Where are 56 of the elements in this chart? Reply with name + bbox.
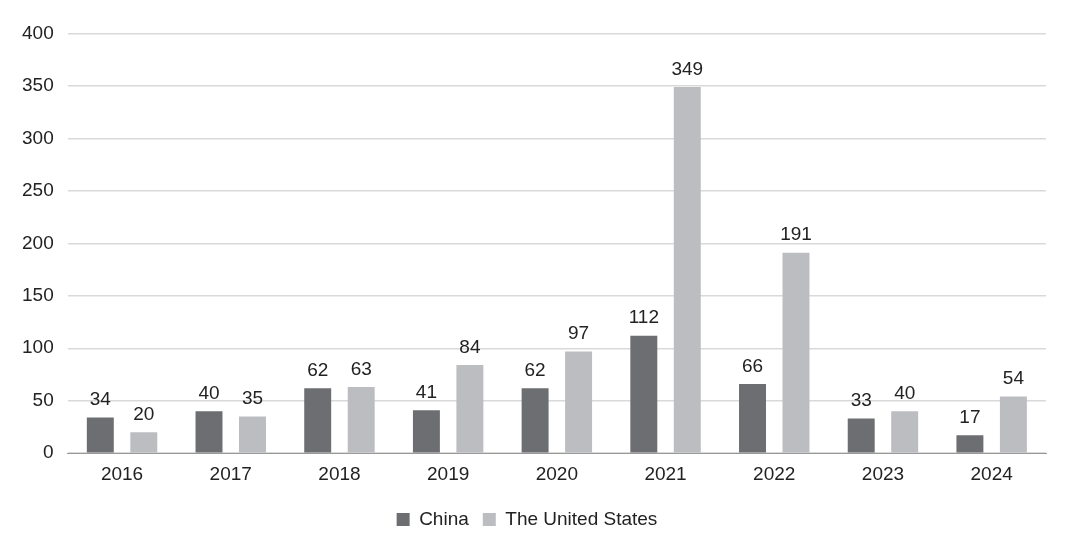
y-tick-label: 150	[22, 284, 54, 306]
bar	[130, 432, 158, 453]
y-tick-label: 0	[43, 441, 54, 463]
data-label: 97	[568, 322, 590, 344]
bar	[782, 252, 810, 453]
data-label: 34	[89, 388, 112, 410]
data-label: 41	[415, 380, 437, 402]
data-label: 33	[850, 389, 872, 411]
data-label: 191	[780, 223, 812, 245]
x-tick-label: 2016	[100, 462, 144, 484]
x-tick-label: 2019	[427, 462, 470, 484]
x-tick-label: 2018	[318, 462, 361, 484]
x-tick-label: 2024	[970, 462, 1014, 484]
x-tick-label: 2022	[753, 462, 796, 484]
y-tick-label: 200	[22, 231, 54, 253]
bar	[86, 417, 114, 453]
data-label: 35	[241, 387, 264, 409]
data-label: 63	[350, 357, 372, 379]
bar	[521, 388, 549, 453]
y-tick-label: 250	[22, 179, 54, 201]
data-label: 17	[959, 406, 981, 428]
data-label: 112	[628, 306, 659, 328]
x-tick-label: 2021	[644, 462, 687, 484]
bar	[347, 387, 375, 453]
bar	[891, 411, 919, 453]
data-label: 54	[1002, 367, 1025, 389]
x-tick-label: 2017	[209, 462, 252, 484]
bar	[195, 411, 223, 453]
bar	[412, 410, 440, 453]
data-label: 84	[459, 335, 481, 357]
bar	[999, 396, 1027, 453]
data-label: 66	[741, 354, 764, 376]
y-tick-label: 50	[32, 388, 54, 410]
y-tick-label: 400	[22, 21, 54, 43]
data-label: 40	[198, 381, 220, 403]
y-tick-label: 300	[22, 126, 54, 148]
data-label: 40	[894, 381, 916, 403]
data-label: 349	[671, 57, 704, 79]
x-tick-label: 2023	[861, 462, 905, 484]
bar	[565, 351, 593, 453]
bar	[239, 416, 266, 453]
y-tick-label: 100	[22, 336, 54, 358]
legend-label: The United States	[505, 507, 658, 529]
x-tick-label: 2020	[535, 462, 578, 484]
bar	[456, 365, 484, 453]
data-label: 20	[133, 402, 155, 424]
bar	[673, 86, 701, 453]
legend-label: China	[419, 507, 470, 529]
bar	[847, 418, 875, 453]
bar	[630, 335, 658, 453]
data-label: 62	[307, 358, 329, 380]
bar	[304, 388, 332, 453]
y-tick-label: 350	[22, 74, 54, 96]
bar	[956, 435, 984, 453]
bar	[739, 383, 766, 453]
data-label: 62	[524, 358, 546, 380]
